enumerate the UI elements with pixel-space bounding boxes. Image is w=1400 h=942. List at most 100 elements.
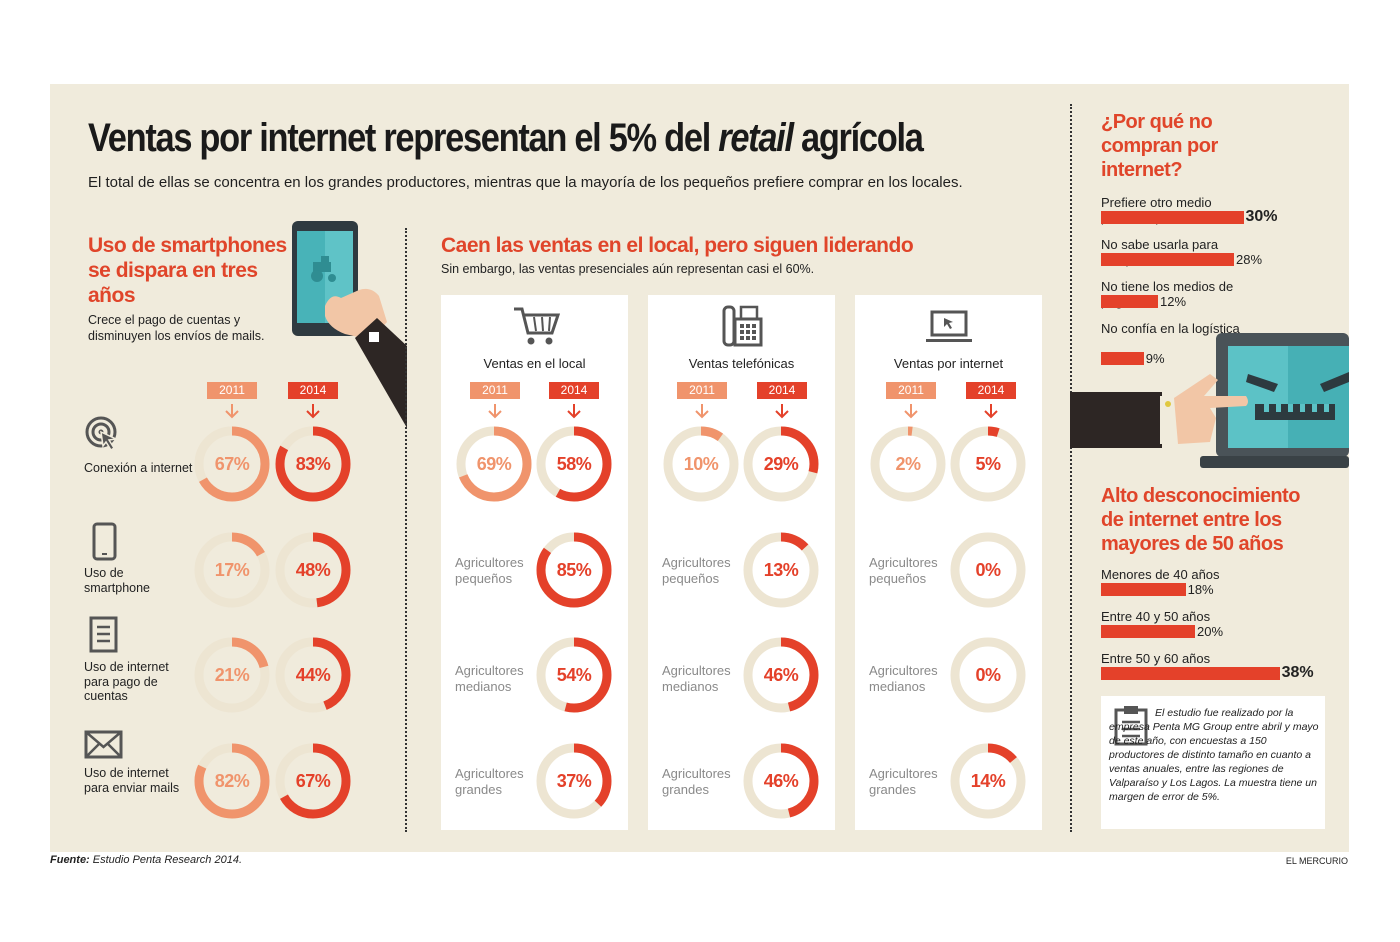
- bar-category-label: Entre 40 y 50 años: [1101, 609, 1211, 624]
- divider: [405, 228, 407, 832]
- bar-value-label: 28%: [1236, 252, 1263, 267]
- donut-ring: [456, 426, 532, 502]
- donut-arc: [950, 426, 1026, 502]
- arrow-down-icon: [904, 404, 918, 419]
- year-label-2014: 2014: [288, 382, 338, 399]
- laptop-icon: [926, 310, 972, 342]
- donut-value-label: 58%: [556, 454, 592, 474]
- donut-ring: [194, 637, 270, 713]
- arrow-down-icon: [225, 404, 239, 419]
- segment-label: Agricultores grandes: [662, 766, 731, 797]
- phone-hand-illustration: [292, 221, 407, 428]
- donut-value-label: 44%: [295, 665, 331, 685]
- donut-value-label: 48%: [295, 560, 331, 580]
- donut-arc: [275, 532, 351, 608]
- donut-arc: [536, 637, 612, 713]
- donut-value-label: 13%: [763, 560, 799, 580]
- year-label-2011: 2011: [886, 382, 936, 399]
- donut-value-label: 46%: [763, 665, 799, 685]
- bar: [1101, 625, 1195, 638]
- bar-value-label: 30%: [1245, 208, 1278, 225]
- donut-value-label: 2%: [895, 454, 921, 474]
- donut-value-label: 10%: [683, 454, 719, 474]
- donut-value-label: 67%: [214, 454, 250, 474]
- donut-ring: [950, 426, 1026, 502]
- segment-label: Agricultores pequeños: [662, 555, 731, 586]
- channel-name: Ventas telefónicas: [688, 356, 795, 371]
- envelope-icon: [84, 730, 123, 759]
- donut-arc: [743, 532, 819, 608]
- donut-value-label: 5%: [975, 454, 1001, 474]
- year-label-2014: 2014: [549, 382, 599, 399]
- document-icon: [89, 616, 118, 653]
- infographic-canvas: Ventas por internet representan el 5% de…: [50, 84, 1349, 852]
- bar-category-label: No confía en la logística: [1101, 321, 1240, 336]
- bar: [1101, 295, 1158, 308]
- donut-arc: [536, 532, 612, 608]
- page-subtitle: El total de ellas se concentra en los gr…: [88, 174, 963, 191]
- bar-value-label: 18%: [1187, 582, 1214, 597]
- why-not-title: ¿Por qué no compran por internet?: [1101, 111, 1218, 181]
- desconocimiento-title: Alto desconocimiento de internet entre l…: [1101, 485, 1300, 555]
- donut-arc: [275, 637, 351, 713]
- donut-value-label: 82%: [214, 771, 250, 791]
- donut-ring: [743, 743, 819, 819]
- page-title: Ventas por internet representan el 5% de…: [88, 116, 924, 160]
- angry-laptop-illustration: [1070, 333, 1349, 468]
- donut-arc: [536, 426, 612, 502]
- brand-footer: EL MERCURIO: [1285, 856, 1348, 866]
- category-label: Conexión a internet: [84, 461, 193, 475]
- donut-ring: [536, 532, 612, 608]
- donut-ring: [743, 532, 819, 608]
- donut-ring: [950, 532, 1026, 608]
- donut-value-label: 0%: [975, 560, 1001, 580]
- arrow-down-icon: [775, 404, 789, 419]
- arrow-down-icon: [984, 404, 998, 419]
- donut-arc: [743, 637, 819, 713]
- donut-ring: [275, 532, 351, 608]
- ventas-title: Caen las ventas en el local, pero siguen…: [441, 234, 914, 257]
- donut-ring: [743, 426, 819, 502]
- donut-track: [950, 637, 1026, 713]
- shopping-cart-icon: [514, 307, 560, 345]
- donut-ring: [663, 426, 739, 502]
- bar: [1101, 667, 1280, 680]
- donut-arc: [194, 426, 270, 502]
- donut-value-label: 37%: [556, 771, 592, 791]
- donut-value-label: 29%: [763, 454, 799, 474]
- donut-arc: [275, 426, 351, 502]
- donut-value-label: 83%: [295, 454, 331, 474]
- year-label-2014: 2014: [966, 382, 1016, 399]
- arrow-down-icon: [488, 404, 502, 419]
- donut-ring: [950, 743, 1026, 819]
- arrow-down-icon: [695, 404, 709, 419]
- bar-value-label: 20%: [1197, 624, 1224, 639]
- donut-value-label: 46%: [763, 771, 799, 791]
- target-cursor-icon: [85, 416, 119, 452]
- category-label: Uso de smartphone: [84, 566, 151, 595]
- donut-value-label: 17%: [214, 560, 250, 580]
- study-note: El estudio fue realizado por la empresa …: [1101, 696, 1325, 829]
- bar: [1101, 211, 1244, 224]
- divider: [1070, 104, 1072, 832]
- donut-arc: [950, 743, 1026, 819]
- donut-value-label: 54%: [556, 665, 592, 685]
- channel-name: Ventas por internet: [893, 356, 1004, 371]
- segment-label: Agricultores pequeños: [455, 555, 524, 586]
- donut-value-label: 0%: [975, 665, 1001, 685]
- arrow-down-icon: [306, 404, 320, 419]
- donut-ring: [536, 743, 612, 819]
- donut-value-label: 67%: [295, 771, 331, 791]
- donut-arc: [536, 743, 612, 819]
- donut-ring: [275, 426, 351, 502]
- segment-label: Agricultores medianos: [455, 663, 524, 694]
- segment-label: Agricultores pequeños: [869, 555, 938, 586]
- segment-label: Agricultores medianos: [662, 663, 731, 694]
- donut-ring: [275, 637, 351, 713]
- donut-arc: [194, 637, 270, 713]
- donut-ring: [536, 426, 612, 502]
- bar: [1101, 583, 1186, 596]
- note-text: El estudio fue realizado por la empresa …: [1109, 707, 1319, 803]
- year-label-2011: 2011: [470, 382, 520, 399]
- channel-name: Ventas en el local: [483, 356, 586, 371]
